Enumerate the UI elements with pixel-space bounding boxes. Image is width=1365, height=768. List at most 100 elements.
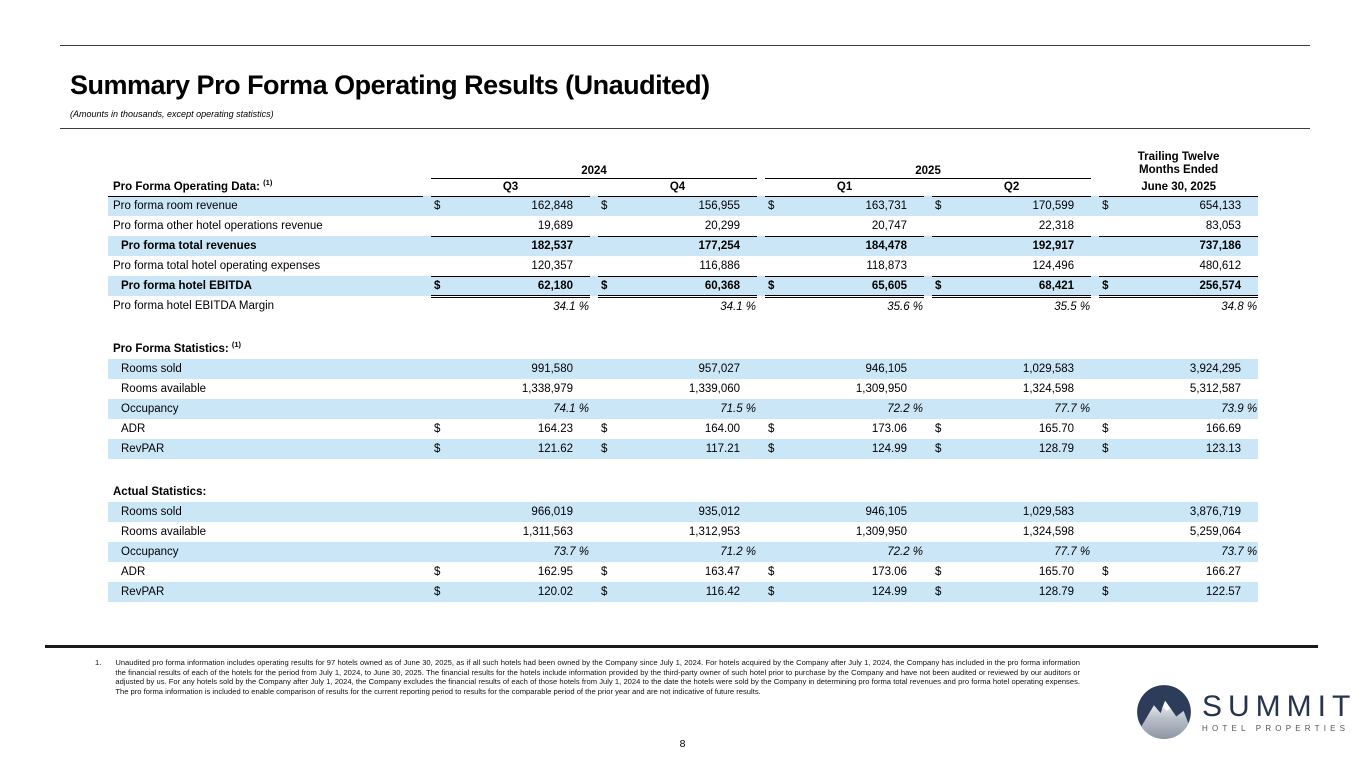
section-header: Actual Statistics: [108, 482, 1258, 502]
cell-currency-symbol [765, 542, 792, 562]
spacer-cell [590, 562, 598, 582]
spacer-cell [924, 522, 932, 542]
logo-name: SUMMIT [1202, 689, 1357, 723]
spacer-cell [423, 276, 431, 296]
spacer-cell [108, 316, 1258, 339]
cell-currency-symbol [598, 359, 624, 379]
table-row: RevPAR $121.62 $117.21 $124.99 $128.79 $123.1… [108, 439, 1259, 459]
spacer-cell [1091, 196, 1100, 216]
row-label: ADR [121, 423, 146, 435]
cell-value: 480,612 [1199, 259, 1242, 272]
spacer-cell [1091, 542, 1100, 562]
spacer-cell [924, 419, 932, 439]
spacer-cell [757, 522, 765, 542]
row-label: Rooms available [121, 526, 207, 538]
spacer-cell [924, 562, 932, 582]
cell-value: 991,580 [457, 359, 590, 379]
cell-currency-symbol: $ [765, 196, 792, 216]
spacer-cell [1091, 502, 1100, 522]
cell-currency-symbol: $ [932, 196, 959, 216]
cell-currency-symbol: $ [434, 566, 441, 578]
spacer-cell [423, 542, 431, 562]
cell-value: 128.79 [958, 439, 1092, 459]
spacer-cell [1091, 236, 1100, 256]
cell-value: 20,747 [871, 219, 908, 232]
section-title: Actual Statistics: [113, 486, 207, 498]
cell-currency-symbol [598, 399, 624, 419]
spacer-cell [423, 419, 431, 439]
spacer-cell [590, 419, 598, 439]
cell-value: 935,012 [624, 502, 758, 522]
cell-value: 1,338,979 [521, 383, 573, 395]
spacer-cell [1091, 178, 1099, 196]
year-header: 2024 [431, 146, 758, 179]
cell-currency-symbol [431, 235, 457, 256]
cell-value: 162,848 [457, 196, 590, 216]
cell-value: 35.5 % [1054, 300, 1091, 313]
spacer-cell [590, 256, 598, 276]
spacer-cell [924, 178, 932, 196]
cell-currency-symbol [932, 399, 959, 419]
spacer-cell [757, 562, 765, 582]
proforma-table-container: 2024 2025 Trailing Twelve Months Ended Pro F… [108, 146, 1259, 602]
spacer-cell [757, 502, 766, 522]
table-row: Pro forma room revenue $162,848 $156,955 $1… [108, 196, 1259, 216]
spacer-cell [590, 502, 598, 522]
cell-currency-symbol [765, 359, 792, 379]
cell-value: 121.62 [457, 439, 590, 459]
spacer-cell [757, 196, 766, 216]
cell-currency-symbol [598, 522, 624, 542]
cell-currency-symbol [431, 522, 457, 542]
spacer-cell [423, 399, 431, 419]
cell-value: 156,955 [624, 196, 758, 216]
row-label: Pro forma hotel EBITDA Margin [113, 300, 275, 312]
cell-value: 65,605 [791, 275, 925, 298]
cell-value: 946,105 [791, 502, 925, 522]
spacer-cell [924, 236, 933, 256]
cell-currency-symbol [932, 542, 959, 562]
spacer-cell [1091, 379, 1099, 399]
spacer-cell [924, 359, 933, 379]
spacer-cell [757, 359, 766, 379]
cell-currency-symbol [932, 379, 958, 399]
spacer-cell [590, 276, 598, 296]
cell-value: 1,029,583 [958, 359, 1092, 379]
spacer-cell [924, 196, 933, 216]
cell-value: 120.02 [457, 582, 590, 602]
spacer-cell [590, 236, 598, 256]
spacer-cell [1091, 146, 1099, 178]
cell-currency-symbol: $ [601, 566, 608, 578]
cell-value: 184,478 [791, 235, 925, 256]
cell-currency-symbol [431, 296, 457, 316]
cell-currency-symbol: $ [935, 566, 942, 578]
table-row: Rooms available 1,311,563 1,312,953 1,309,9… [108, 522, 1258, 542]
cell-value: 166.27 [1205, 566, 1242, 578]
spacer-cell [423, 256, 431, 276]
spacer-cell [1091, 439, 1100, 459]
spacer-cell [1091, 582, 1100, 602]
cell-currency-symbol [765, 216, 791, 236]
spacer-cell [108, 459, 1258, 482]
cell-value: 72.2 % [791, 399, 925, 419]
spacer-cell [108, 146, 431, 178]
spacer-cell [924, 542, 933, 562]
cell-currency-symbol [431, 379, 457, 399]
spacer-cell [757, 216, 765, 236]
cell-currency-symbol [598, 502, 624, 522]
cell-currency-symbol: $ [768, 566, 775, 578]
row-label: Pro forma other hotel operations revenue [113, 220, 323, 232]
section-title: Pro Forma Statistics: (1) [113, 340, 242, 355]
spacer-cell [757, 379, 765, 399]
cell-value: 182,537 [457, 235, 590, 256]
cell-value: 20,299 [704, 219, 741, 232]
spacer-cell [423, 359, 431, 379]
cell-value: 3,876,719 [1125, 502, 1259, 522]
cell-value: 165.70 [1038, 566, 1075, 578]
proforma-table: 2024 2025 Trailing Twelve Months Ended Pro F… [108, 146, 1259, 602]
title-rule [60, 128, 1310, 129]
spacer-cell [590, 439, 598, 459]
cell-currency-symbol [765, 296, 791, 316]
cell-value: 60,368 [624, 275, 758, 298]
cell-value: 3,924,295 [1125, 359, 1259, 379]
row-label: ADR [121, 566, 146, 578]
